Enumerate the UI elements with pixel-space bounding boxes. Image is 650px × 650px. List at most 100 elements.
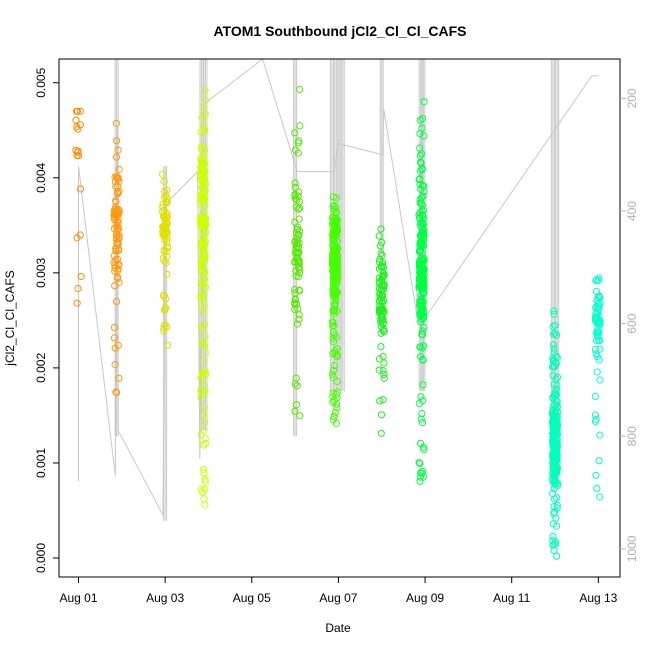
- data-point: [113, 189, 122, 197]
- data-point: [294, 205, 302, 213]
- data-point: [377, 322, 385, 330]
- data-point: [553, 381, 561, 389]
- data-point: [331, 209, 339, 217]
- data-point: [418, 330, 426, 338]
- data-point: [418, 419, 427, 427]
- data-point: [419, 355, 427, 364]
- data-point: [416, 247, 424, 255]
- data-point: [419, 115, 427, 123]
- data-point: [376, 242, 385, 250]
- data-point: [328, 371, 336, 379]
- data-point: [330, 202, 338, 210]
- data-point: [377, 225, 385, 233]
- data-point: [418, 409, 426, 418]
- data-point: [378, 411, 386, 419]
- data-point: [112, 388, 120, 396]
- data-point: [551, 450, 559, 459]
- data-point: [596, 336, 604, 344]
- data-point: [115, 165, 123, 174]
- data-point: [332, 214, 340, 222]
- data-point: [375, 355, 384, 363]
- data-point: [550, 541, 558, 549]
- data-point: [379, 367, 387, 375]
- data-point: [160, 247, 168, 255]
- data-point: [591, 345, 600, 353]
- data-point: [596, 345, 604, 353]
- data-point: [164, 243, 172, 251]
- data-point: [591, 411, 600, 419]
- data-point: [417, 303, 425, 311]
- data-point: [376, 306, 384, 314]
- y-tick-label: 0.001: [34, 448, 48, 478]
- data-point: [375, 297, 384, 305]
- x-axis: Aug 01 Aug 03 Aug 05 Aug 07 Aug 09 Aug 11 Aug …: [59, 576, 618, 605]
- data-point: [375, 232, 383, 240]
- data-point: [293, 382, 301, 390]
- data-point: [333, 404, 341, 412]
- data-point: [380, 370, 388, 378]
- data-point: [416, 281, 424, 290]
- data-point: [160, 324, 168, 332]
- data-point: [293, 320, 302, 328]
- data-point: [591, 392, 600, 400]
- data-point: [416, 130, 424, 138]
- data-point: [333, 388, 341, 396]
- data-point: [420, 254, 428, 262]
- data-point: [420, 276, 428, 284]
- data-point: [553, 421, 561, 429]
- data-point: [295, 286, 303, 294]
- data-point: [552, 422, 560, 430]
- data-point: [111, 261, 119, 269]
- data-point: [416, 477, 424, 485]
- data-point: [549, 430, 557, 438]
- data-point: [295, 188, 303, 196]
- data-point: [200, 465, 208, 473]
- data-point: [595, 328, 603, 336]
- data-point: [198, 370, 206, 378]
- data-point: [291, 305, 299, 314]
- data-point: [415, 262, 424, 270]
- data-point: [160, 177, 168, 185]
- data-point: [114, 205, 123, 214]
- data-point: [379, 316, 387, 324]
- data-point: [199, 243, 207, 251]
- data-point: [114, 182, 122, 190]
- data-point: [200, 495, 208, 503]
- data-point: [72, 146, 80, 154]
- data-point: [549, 520, 557, 528]
- data-point: [292, 401, 301, 409]
- data-point: [110, 334, 119, 342]
- data-point: [199, 178, 207, 186]
- data-point: [596, 316, 604, 324]
- x-tick-label: Aug 13: [579, 591, 617, 605]
- data-point: [198, 159, 206, 167]
- data-point: [295, 239, 303, 247]
- data-point: [199, 441, 208, 449]
- data-point: [292, 272, 300, 280]
- data-point: [291, 249, 299, 257]
- data-point: [419, 327, 427, 335]
- data-point: [200, 208, 208, 216]
- chart-title: ATOM1 Southbound jCl2_Cl_Cl_CAFS: [213, 23, 466, 39]
- data-point: [292, 203, 300, 211]
- data-point: [549, 532, 557, 541]
- data-point: [199, 357, 207, 366]
- y-axis-label: jCl2_Cl_Cl_CAFS: [3, 270, 17, 366]
- data-point: [377, 429, 385, 437]
- data-point: [76, 121, 85, 129]
- data-point: [380, 282, 388, 290]
- data-point: [377, 329, 385, 337]
- data-point: [551, 458, 559, 466]
- data-point: [378, 238, 386, 247]
- data-point: [113, 267, 122, 275]
- data-point: [416, 167, 424, 175]
- data-point: [419, 381, 427, 389]
- data-point: [596, 320, 604, 328]
- data-point: [593, 352, 601, 360]
- data-point: [550, 307, 558, 315]
- data-point: [200, 382, 209, 390]
- data-point: [296, 122, 304, 130]
- data-point: [333, 255, 341, 264]
- y2-tick-label: 1000: [625, 535, 639, 562]
- data-point: [330, 310, 338, 318]
